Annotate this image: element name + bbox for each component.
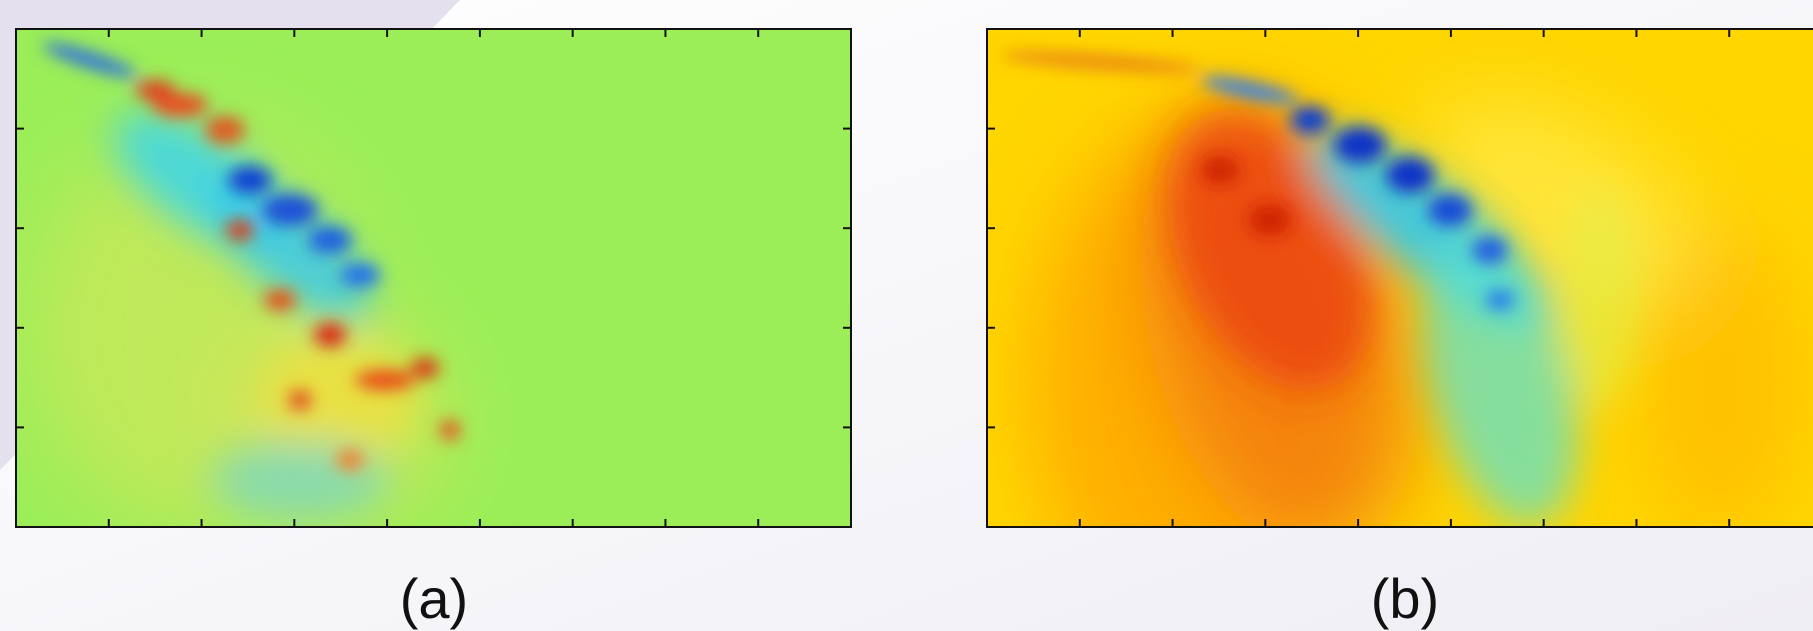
panel-label: (b)	[1371, 567, 1439, 630]
heatmap-a	[16, 29, 851, 530]
panel-label: (a)	[400, 567, 468, 630]
page: (a) (b) (() => { const data = JSON.parse…	[0, 0, 1813, 631]
figure: (a) (b)	[0, 0, 1813, 631]
